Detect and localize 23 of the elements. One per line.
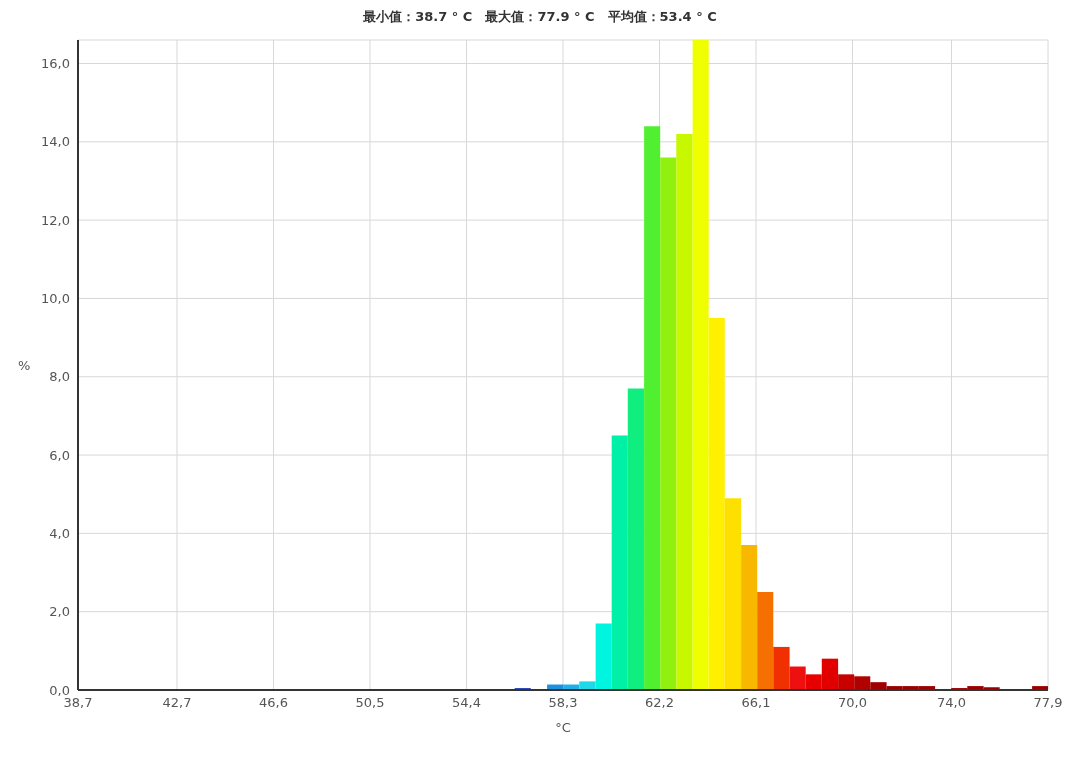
x-tick-label: 54,4 [452,695,481,711]
y-tick-label: 0,0 [49,682,70,698]
x-tick-label: 42,7 [162,695,192,711]
y-axis-title: % [18,357,31,373]
x-tick-label: 77,9 [1033,695,1063,711]
y-tick-label: 2,0 [49,604,70,620]
chart-title: 最小值：38.7 ° C 最大值：77.9 ° C 平均值：53.4 ° C [362,8,718,26]
y-tick-label: 4,0 [49,525,70,541]
x-tick-label: 46,6 [259,695,288,711]
y-tick-label: 16,0 [41,56,70,72]
x-tick-label: 38,7 [63,695,93,711]
x-tick-label: 50,5 [355,695,385,711]
x-tick-label: 62,2 [645,695,674,711]
y-tick-label: 10,0 [41,291,70,307]
y-tick-label: 14,0 [41,134,70,150]
x-tick-label: 74,0 [937,695,966,711]
y-tick-label: 12,0 [41,212,70,228]
x-tick-label: 70,0 [838,695,867,711]
y-tick-label: 6,0 [49,447,70,463]
y-tick-label: 8,0 [49,369,70,385]
x-tick-label: 58,3 [548,695,578,711]
x-tick-label: 66,1 [741,695,771,711]
x-axis-title: °C [555,720,571,735]
